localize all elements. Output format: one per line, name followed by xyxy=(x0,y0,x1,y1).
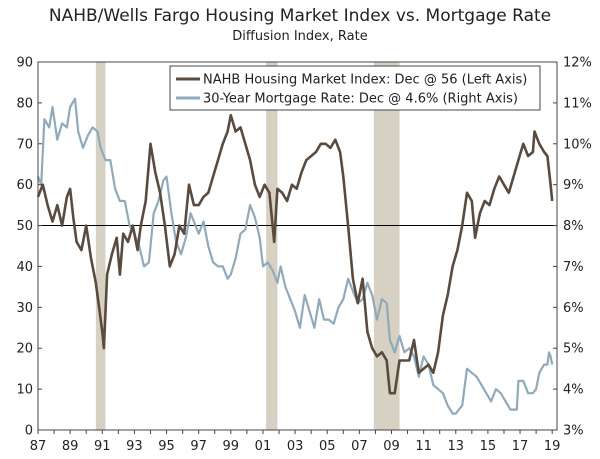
chart-title: NAHB/Wells Fargo Housing Market Index vs… xyxy=(48,6,552,26)
x-tick-label: 11 xyxy=(415,439,432,454)
x-tick-label: 17 xyxy=(512,439,529,454)
x-tick-label: 05 xyxy=(319,439,336,454)
x-axis: 87 89 91 93 95 97 99 01 03 05 07 09 11 13 15 17 19 xyxy=(30,430,561,454)
x-tick-label: 07 xyxy=(351,439,368,454)
left-axis: 0 10 20 30 40 50 60 70 80 90 xyxy=(16,56,42,439)
left-tick-label: 0 xyxy=(25,424,33,439)
right-tick-label: 9% xyxy=(563,178,584,193)
left-tick-label: 70 xyxy=(16,137,33,152)
x-tick-label: 13 xyxy=(447,439,464,454)
left-tick-label: 30 xyxy=(16,301,33,316)
x-tick-label: 89 xyxy=(62,439,79,454)
x-tick-label: 95 xyxy=(158,439,175,454)
left-tick-label: 50 xyxy=(16,219,33,234)
x-tick-label: 03 xyxy=(287,439,304,454)
right-tick-label: 7% xyxy=(563,260,584,275)
x-tick-label: 09 xyxy=(383,439,400,454)
x-tick-label: 01 xyxy=(255,439,272,454)
right-tick-label: 6% xyxy=(563,301,584,316)
left-tick-label: 40 xyxy=(16,260,33,275)
right-tick-label: 8% xyxy=(563,219,584,234)
legend-box xyxy=(169,65,541,111)
recession-band-2 xyxy=(373,62,400,430)
left-tick-label: 60 xyxy=(16,178,33,193)
x-tick-label: 15 xyxy=(480,439,497,454)
x-tick-label: 97 xyxy=(190,439,207,454)
mortgage-rate-line xyxy=(36,97,554,415)
right-axis: 3% 4% 5% 6% 7% 8% 9% 10% 11% 12% xyxy=(553,56,592,439)
right-tick-label: 10% xyxy=(563,137,592,152)
right-tick-label: 5% xyxy=(563,342,584,357)
x-tick-label: 19 xyxy=(544,439,561,454)
recession-bands xyxy=(95,62,400,430)
left-tick-label: 90 xyxy=(16,56,33,71)
legend: NAHB Housing Market Index: Dec @ 56 (Lef… xyxy=(169,65,541,111)
legend-label-mortgage: 30-Year Mortgage Rate: Dec @ 4.6% (Right… xyxy=(203,92,518,107)
x-tick-label: 99 xyxy=(223,439,240,454)
nahb-index-line xyxy=(36,113,554,395)
x-tick-label: 93 xyxy=(126,439,143,454)
chart-subtitle: Diffusion Index, Rate xyxy=(232,29,368,44)
left-tick-label: 10 xyxy=(16,383,33,398)
left-tick-label: 80 xyxy=(16,96,33,111)
recession-band-1 xyxy=(266,62,278,430)
right-tick-label: 3% xyxy=(563,424,584,439)
right-tick-label: 4% xyxy=(563,383,584,398)
plot-frame xyxy=(37,61,558,431)
right-tick-label: 11% xyxy=(563,96,592,111)
right-tick-label: 12% xyxy=(563,56,592,71)
legend-label-nahb: NAHB Housing Market Index: Dec @ 56 (Lef… xyxy=(203,73,527,88)
recession-band-0 xyxy=(95,62,106,430)
x-tick-label: 91 xyxy=(94,439,111,454)
x-tick-label: 87 xyxy=(30,439,47,454)
left-tick-label: 20 xyxy=(16,342,33,357)
